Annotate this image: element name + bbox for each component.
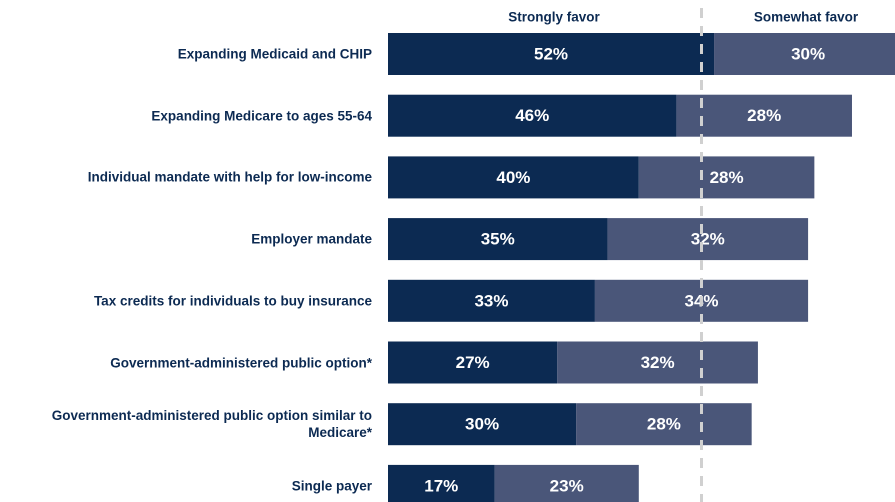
value-label: 35% bbox=[481, 230, 515, 249]
category-label: Expanding Medicaid and CHIP bbox=[177, 46, 372, 62]
value-label: 33% bbox=[474, 291, 508, 310]
value-label: 46% bbox=[515, 106, 549, 125]
category-label: Single payer bbox=[291, 478, 372, 494]
category-label: Employer mandate bbox=[251, 231, 372, 247]
bar-segment bbox=[388, 94, 677, 137]
value-label: 32% bbox=[641, 353, 675, 372]
value-label: 52% bbox=[534, 44, 568, 63]
value-label: 27% bbox=[456, 353, 490, 372]
category-label: Government-administered public option* bbox=[110, 355, 372, 370]
legend-label: Strongly favor bbox=[508, 10, 600, 25]
bar-segment bbox=[388, 279, 595, 322]
bar-segment bbox=[388, 156, 639, 199]
bar-segment bbox=[494, 464, 639, 502]
category-label: Expanding Medicare to ages 55-64 bbox=[151, 108, 372, 124]
bar-segment bbox=[388, 403, 577, 446]
category-label: Government-administered public option si… bbox=[51, 408, 372, 441]
bar-segment bbox=[638, 156, 815, 199]
bar-segment bbox=[557, 341, 758, 384]
bar-segment bbox=[388, 33, 715, 75]
legend-label: Somewhat favor bbox=[754, 10, 859, 25]
bar-segment bbox=[388, 218, 608, 261]
category-label: Tax credits for individuals to buy insur… bbox=[93, 293, 372, 309]
bar-segment bbox=[676, 94, 852, 137]
bar-segment bbox=[388, 341, 558, 384]
bar-segment bbox=[714, 33, 895, 75]
value-label: 32% bbox=[691, 230, 725, 249]
value-label: 23% bbox=[550, 476, 584, 495]
value-label: 28% bbox=[647, 415, 681, 434]
value-label: 28% bbox=[747, 106, 781, 125]
category-label: Individual mandate with help for low-inc… bbox=[87, 169, 372, 185]
value-label: 30% bbox=[791, 44, 825, 63]
value-label: 40% bbox=[496, 168, 530, 187]
bar-segment bbox=[388, 464, 495, 502]
value-label: 17% bbox=[424, 476, 458, 495]
value-label: 28% bbox=[710, 168, 744, 187]
value-label: 30% bbox=[465, 415, 499, 434]
bar-segment bbox=[607, 218, 809, 261]
bar-segment bbox=[576, 403, 752, 446]
